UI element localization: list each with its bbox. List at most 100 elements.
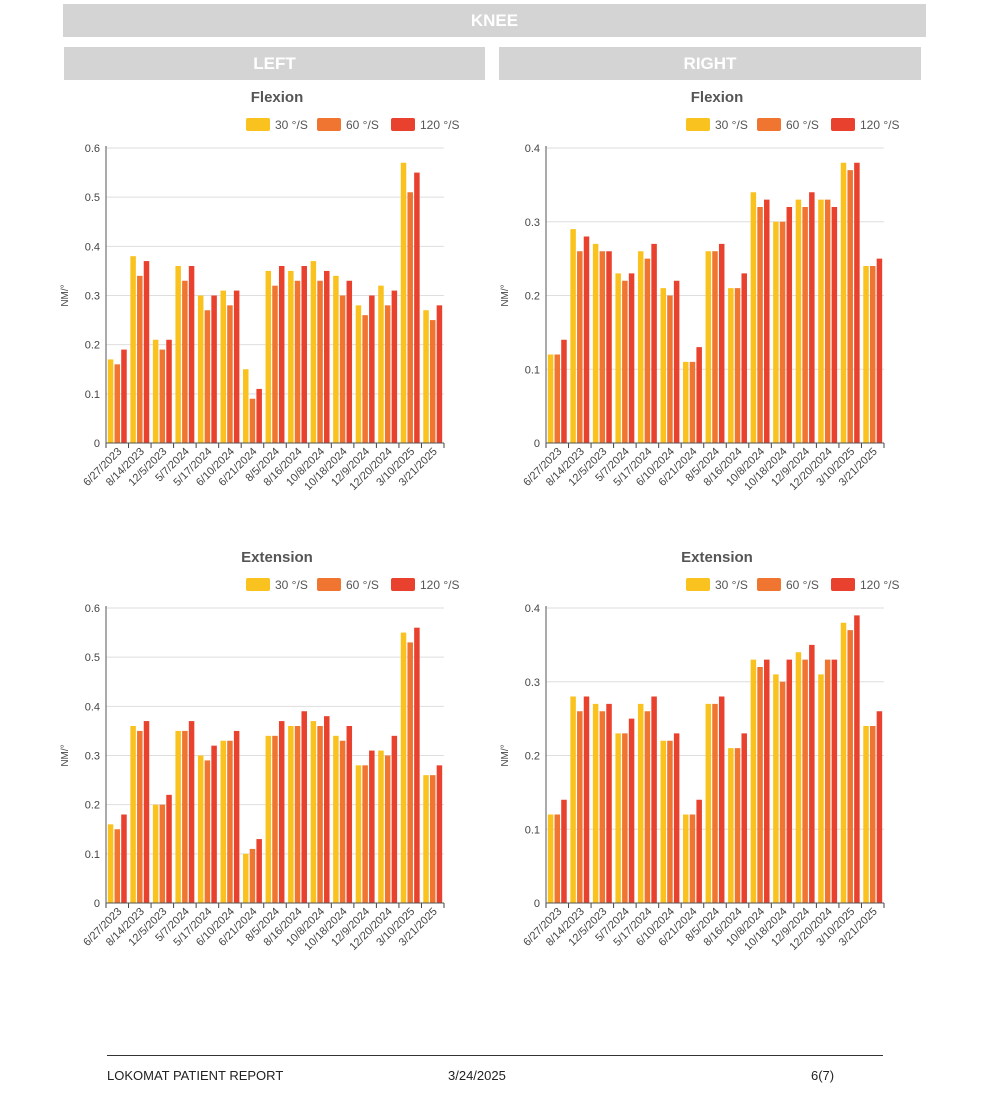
bar	[317, 280, 323, 443]
bar	[355, 765, 362, 903]
bar	[547, 814, 554, 903]
bar	[159, 804, 166, 903]
bar	[592, 243, 599, 443]
y-tick-label: 0.6	[85, 143, 100, 155]
legend-swatch	[757, 118, 781, 131]
bar	[294, 726, 301, 903]
bar	[696, 347, 702, 443]
y-tick-label: 0	[94, 898, 100, 910]
bar	[876, 711, 883, 903]
bar	[384, 305, 391, 443]
legend-swatch	[317, 118, 341, 131]
bar	[786, 207, 793, 443]
knee-banner: KNEE	[63, 4, 926, 37]
bar	[130, 256, 136, 443]
bar	[561, 799, 567, 903]
bar	[818, 674, 824, 903]
y-tick-label: 0.2	[85, 800, 100, 812]
bar	[651, 696, 657, 903]
y-tick-label: 0	[534, 438, 540, 450]
bar	[204, 310, 211, 443]
bar	[615, 273, 621, 443]
bar	[660, 288, 666, 443]
bar	[243, 853, 249, 903]
bar	[182, 280, 188, 443]
y-tick-label: 0.6	[85, 603, 100, 615]
bar	[436, 305, 443, 443]
bar	[824, 199, 831, 443]
footer-page-number: 6(7)	[811, 1068, 835, 1083]
bar	[683, 814, 689, 903]
bar	[779, 681, 786, 903]
y-tick-label: 0.4	[525, 143, 540, 155]
bar	[175, 266, 181, 443]
bar	[310, 721, 317, 903]
bar	[227, 305, 233, 443]
bar	[673, 280, 680, 443]
bar	[854, 615, 860, 903]
bar	[622, 280, 628, 443]
bar	[750, 192, 757, 443]
bar	[249, 848, 256, 903]
bar	[786, 659, 793, 903]
legend-label: 30 °/S	[275, 578, 308, 592]
bar	[114, 364, 121, 443]
bar	[362, 765, 368, 903]
footer-report-title: LOKOMAT PATIENT REPORT	[107, 1068, 284, 1083]
bar	[599, 251, 606, 443]
chart-title: Flexion	[691, 89, 744, 106]
bar	[712, 251, 718, 443]
bar	[583, 696, 590, 903]
bar	[728, 748, 734, 903]
bar	[378, 285, 384, 443]
bar	[809, 644, 815, 903]
bar	[577, 711, 583, 903]
bar	[577, 251, 583, 443]
bar	[369, 750, 375, 903]
bar	[741, 273, 747, 443]
legend-label: 30 °/S	[715, 118, 748, 132]
bar	[355, 305, 362, 443]
bar	[712, 703, 718, 903]
legend-label: 60 °/S	[786, 578, 819, 592]
bar	[667, 740, 673, 903]
y-tick-label: 0.5	[85, 192, 100, 204]
bar	[750, 659, 757, 903]
bar	[324, 270, 330, 443]
bar	[384, 755, 391, 903]
bar	[718, 696, 725, 903]
legend-swatch	[246, 578, 270, 591]
bar	[188, 266, 195, 443]
bar	[182, 730, 188, 903]
bar	[660, 740, 666, 903]
legend-label: 30 °/S	[715, 578, 748, 592]
bar	[554, 354, 561, 443]
y-tick-label: 0	[94, 438, 100, 450]
bar	[143, 261, 150, 443]
bar	[233, 290, 240, 443]
bar	[606, 703, 612, 903]
y-tick-label: 0.4	[525, 603, 540, 615]
bar	[741, 733, 747, 903]
bar	[847, 630, 853, 903]
bar	[204, 760, 211, 903]
bar	[278, 721, 285, 903]
bar	[423, 310, 429, 443]
right-extension-chart: Extension 30 °/S 60 °/S 120 °/S 0 0.1 0.2 0.3 0.…	[500, 549, 900, 953]
bar	[256, 839, 262, 903]
bar	[773, 221, 779, 443]
bar	[220, 290, 226, 443]
bar	[265, 735, 272, 903]
bar	[188, 721, 195, 903]
legend-label: 60 °/S	[346, 118, 379, 132]
bar	[407, 192, 413, 443]
bar	[197, 755, 204, 903]
y-axis-label: NM/°	[60, 284, 71, 306]
left-flexion-chart: Flexion 30 °/S 60 °/S 120 °/S 0 0.1 0.2 0.3 0.4 0…	[60, 89, 460, 493]
legend-label: 120 °/S	[860, 578, 900, 592]
bar	[288, 270, 294, 443]
bar	[718, 243, 725, 443]
bar	[339, 740, 346, 903]
y-tick-label: 0.4	[85, 241, 100, 253]
y-tick-label: 0.2	[525, 291, 540, 303]
